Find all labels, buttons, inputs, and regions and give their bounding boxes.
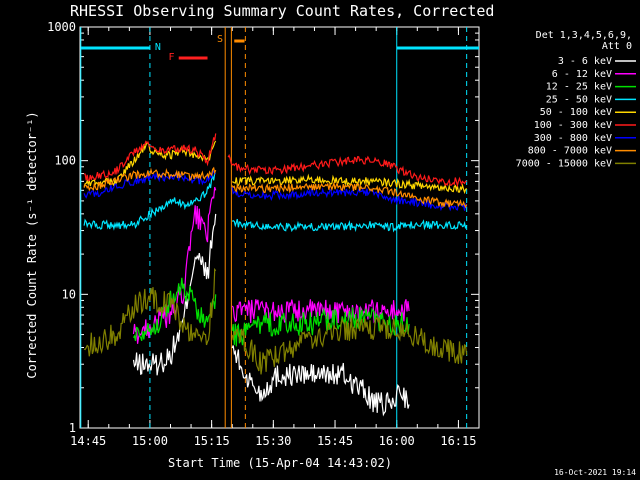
plot-border	[79, 26, 480, 429]
legend-label: 300 - 800 keV	[534, 133, 612, 144]
y-axis-label: Corrected Count Rate (s⁻¹ detector⁻¹)	[25, 111, 39, 378]
y-tick-label: 1	[69, 421, 76, 435]
legend-label: 100 - 300 keV	[534, 120, 612, 131]
detector-header-line1: Det 1,3,4,5,6,9,	[536, 30, 632, 41]
series-line-5	[232, 173, 468, 195]
flag-label-f: F	[168, 52, 174, 63]
series-line-5	[83, 140, 217, 188]
y-tick-label: 100	[54, 154, 76, 168]
series-line-3	[132, 277, 217, 342]
legend-label: 50 - 100 keV	[540, 107, 612, 118]
legend-label: 7000 - 15000 keV	[516, 158, 612, 169]
x-tick-label: 16:00	[379, 434, 415, 448]
x-tick-label: 15:00	[132, 434, 168, 448]
flag-label-n: N	[155, 42, 161, 53]
footer-date: 16-Oct-2021 19:14	[554, 468, 636, 477]
y-tick-label: 10	[62, 287, 76, 301]
series-line-6	[227, 153, 467, 188]
series-line-9	[83, 267, 217, 357]
series-line-6	[84, 133, 217, 182]
plot-frame	[79, 26, 480, 429]
legend-label: 6 - 12 keV	[552, 69, 612, 80]
legend-label: 3 - 6 keV	[558, 56, 612, 67]
x-axis-label: Start Time (15-Apr-04 14:43:02)	[168, 456, 392, 470]
series-line-8	[83, 166, 217, 192]
series-line-7	[231, 187, 468, 212]
series-line-1	[231, 345, 410, 417]
series-line-8	[231, 180, 468, 209]
series-line-4	[83, 172, 216, 231]
series-line-7	[83, 169, 216, 199]
series-line-1	[132, 213, 217, 376]
x-tick-label: 14:45	[70, 434, 106, 448]
series-line-4	[231, 218, 468, 233]
x-tick-label: 15:45	[317, 434, 353, 448]
y-tick-label: 1000	[47, 20, 76, 34]
series-lines	[83, 133, 468, 417]
series-line-9	[231, 317, 468, 375]
x-tick-label: 16:15	[440, 434, 476, 448]
x-tick-label: 15:30	[255, 434, 291, 448]
flag-label-s: S	[217, 34, 223, 45]
legend-label: 25 - 50 keV	[546, 94, 612, 105]
chart-title: RHESSI Observing Summary Count Rates, Co…	[70, 2, 494, 20]
legend-label: 800 - 7000 keV	[528, 146, 612, 157]
x-axis-ticks: 14:45 15:00 15:15 15:30 15:45 16:00 16:15	[70, 27, 480, 448]
x-tick-label: 15:15	[194, 434, 230, 448]
legend-label: 12 - 25 keV	[546, 82, 612, 93]
detector-header-line2: Att 0	[602, 41, 632, 52]
flag-markers: NF S	[80, 27, 479, 428]
